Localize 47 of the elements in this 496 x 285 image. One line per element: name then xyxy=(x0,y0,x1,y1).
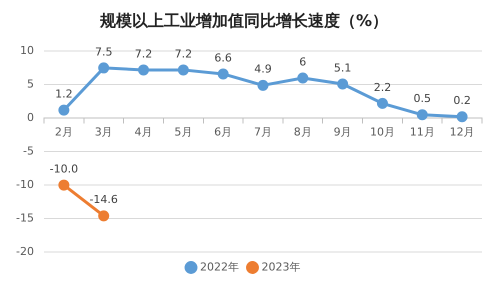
point xyxy=(58,180,70,191)
y-tick-label: 10 xyxy=(20,44,34,58)
data-label: 1.2 xyxy=(55,87,73,100)
point xyxy=(218,68,229,80)
point xyxy=(98,62,110,74)
chart-title: 规模以上工业增加值同比增长速度（%） xyxy=(98,10,388,30)
legend-label: 2022年 xyxy=(200,260,240,274)
x-tick-label: 2月 xyxy=(54,126,73,139)
data-label: 6.6 xyxy=(214,51,232,64)
x-tick-label: 5月 xyxy=(174,126,192,139)
y-tick-label: 0 xyxy=(26,110,34,124)
point xyxy=(257,80,268,91)
data-label: 7.2 xyxy=(134,47,152,60)
y-tick-label: -10 xyxy=(16,178,34,191)
data-label: 0.2 xyxy=(453,94,471,108)
legend-label: 2023年 xyxy=(262,260,300,274)
point xyxy=(58,104,70,116)
x-tick-label: 7月 xyxy=(254,126,272,139)
x-tick-label: 9月 xyxy=(334,126,352,139)
point xyxy=(138,64,150,76)
data-label: 7.5 xyxy=(94,45,112,58)
data-label: 2.2 xyxy=(374,80,392,94)
y-tick-label: -15 xyxy=(16,211,34,224)
point xyxy=(416,109,428,120)
point xyxy=(376,98,388,109)
x-tick-label: 4月 xyxy=(134,126,153,139)
x-tick-label: 8月 xyxy=(294,126,312,139)
data-label: 7.2 xyxy=(174,47,192,60)
x-tick-label: 12月 xyxy=(450,126,475,139)
x-tick-label: 10月 xyxy=(370,126,395,139)
data-label: 6 xyxy=(299,55,306,68)
data-label: 5.1 xyxy=(334,61,352,74)
y-tick-label: -5 xyxy=(23,144,34,158)
x-tick-label: 11月 xyxy=(410,126,435,139)
data-label: -10.0 xyxy=(50,162,78,176)
y-tick-label: -20 xyxy=(16,244,34,258)
data-label: 0.5 xyxy=(414,92,432,106)
point xyxy=(178,64,189,76)
point xyxy=(297,72,308,84)
x-tick-label: 6月 xyxy=(214,126,232,139)
y-tick-label: 5 xyxy=(26,78,34,91)
x-tick-label: 3月 xyxy=(94,126,113,139)
point xyxy=(98,210,110,222)
data-label: 4.9 xyxy=(254,62,272,76)
data-label: -14.6 xyxy=(89,193,118,206)
point xyxy=(456,111,468,122)
point xyxy=(337,78,348,90)
